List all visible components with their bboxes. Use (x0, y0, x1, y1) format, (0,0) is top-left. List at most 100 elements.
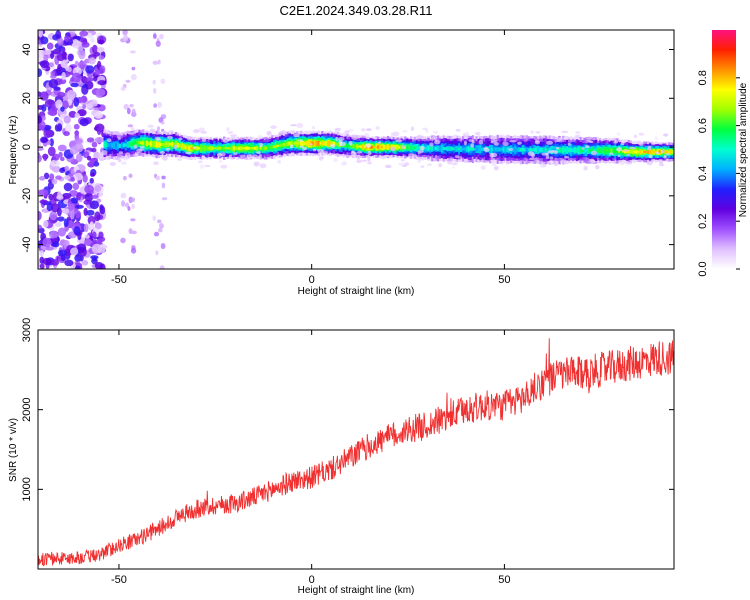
heatmap-ridge-cell (344, 143, 347, 148)
heatmap-speckle (50, 159, 60, 167)
heatmap-ridge-cell (654, 150, 658, 154)
heatmap-speckle (57, 91, 66, 98)
heatmap-ridge-cell (192, 146, 195, 150)
heatmap-speckle (75, 153, 83, 163)
heatmap-speckle (94, 222, 102, 230)
heatmap-halo (589, 159, 596, 164)
heatmap-ridge-cell (523, 148, 527, 152)
heatmap-ridge-cell (230, 146, 234, 150)
heatmap-speckle (84, 184, 95, 194)
heatmap-speckle (125, 79, 131, 83)
heatmap-speckle (161, 182, 166, 189)
heatmap-ridge-cell (550, 148, 554, 152)
snr-xtick-label: -50 (111, 574, 127, 586)
heatmap-halo (106, 138, 112, 143)
heatmap-speckle (88, 57, 96, 65)
heatmap-speckle (67, 53, 74, 62)
heatmap-halo (290, 124, 298, 127)
heatmap-halo (447, 160, 452, 165)
heatmap-ridge-cell (467, 147, 471, 151)
heatmap-halo (553, 162, 559, 166)
heatmap-ridge-cell (300, 140, 303, 146)
heatmap-ridge-cell (512, 146, 515, 153)
heatmap-halo (646, 160, 653, 166)
heatmap-speckle (131, 108, 136, 115)
heatmap-ridge-cell (498, 147, 502, 152)
heatmap-halo (529, 157, 536, 161)
heatmap-ridge-cell (658, 150, 662, 154)
heatmap-ridge-cell (327, 141, 330, 146)
heatmap-halo (147, 124, 154, 128)
heatmap-halo (258, 154, 262, 158)
heatmap-halo (585, 136, 593, 140)
heatmap-ridge-cell (560, 147, 563, 153)
heatmap-halo (490, 140, 495, 144)
heatmap-ridge-cell (479, 147, 482, 151)
heatmap-ridge-cell (533, 148, 536, 152)
heatmap-halo (527, 151, 535, 157)
heatmap-halo (348, 140, 353, 146)
heatmap-halo (479, 136, 484, 140)
heatmap-speckle (120, 86, 126, 91)
heatmap-halo (417, 158, 422, 163)
heatmap-speckle (67, 66, 72, 73)
heatmap-speckle (63, 182, 73, 192)
heatmap-speckle (41, 137, 49, 143)
heatmap-speckle (48, 78, 59, 89)
heatmap-halo (239, 154, 246, 158)
heatmap-ridge-cell (269, 145, 272, 149)
heatmap-ridge-cell (273, 145, 276, 149)
heatmap-speckle (38, 189, 49, 196)
heatmap-halo (454, 155, 460, 159)
heatmap-ridge-cell (144, 140, 147, 146)
heatmap-ridge-cell (323, 141, 326, 146)
heatmap-speckle (64, 175, 71, 180)
heatmap-halo (379, 155, 387, 160)
heatmap-halo (266, 131, 272, 136)
heatmap-ridge-cell (535, 147, 538, 153)
heatmap-speckle (97, 237, 103, 244)
heatmap-speckle (59, 167, 66, 174)
heatmap-halo (139, 145, 145, 149)
heatmap-speckle (39, 60, 50, 69)
heatmap-speckle (155, 175, 161, 181)
heatmap-speckle (86, 155, 92, 161)
heatmap-ridge-cell (382, 145, 386, 149)
heatmap-speckle (131, 66, 136, 71)
heatmap-speckle (89, 36, 95, 43)
heatmap-ridge-cell (332, 141, 336, 146)
heatmap-ridge-cell (589, 149, 592, 152)
heatmap-ridge-cell (579, 147, 582, 153)
heatmap-ridge-cell (450, 147, 453, 151)
heatmap-halo (616, 132, 621, 136)
heatmap-halo (228, 154, 233, 158)
heatmap-halo (226, 127, 230, 132)
heatmap-ridge-cell (346, 143, 349, 148)
heatmap-speckle (64, 35, 70, 42)
heatmap-ridge-cell (246, 146, 249, 151)
heatmap-halo (201, 138, 207, 143)
heatmap-halo (159, 151, 166, 155)
heatmap-ridge-cell (602, 148, 606, 153)
heatmap-ridge-cell (282, 142, 286, 147)
heatmap-speckle (45, 246, 54, 251)
heatmap-ridge-cell (134, 140, 137, 146)
heatmap-speckle (70, 209, 75, 220)
heatmap-ridge-cell (469, 147, 473, 151)
heatmap-ridge-cell (253, 146, 257, 150)
heatmap-speckle (160, 242, 166, 250)
heatmap-halo (111, 132, 116, 136)
heatmap-halo (432, 130, 439, 134)
heatmap-speckle (131, 230, 137, 235)
heatmap-ridge-cell (138, 141, 141, 144)
heatmap-halo (333, 157, 338, 163)
snr-frame (37, 329, 675, 570)
heatmap-ridge-cell (462, 147, 465, 151)
heatmap-ridge-cell (203, 146, 207, 151)
heatmap-halo (256, 151, 261, 154)
heatmap-halo (535, 131, 541, 134)
heatmap-ridge-cell (236, 146, 239, 151)
heatmap-halo (365, 128, 372, 132)
heatmap-halo (220, 164, 228, 169)
heatmap-speckle (94, 261, 104, 269)
